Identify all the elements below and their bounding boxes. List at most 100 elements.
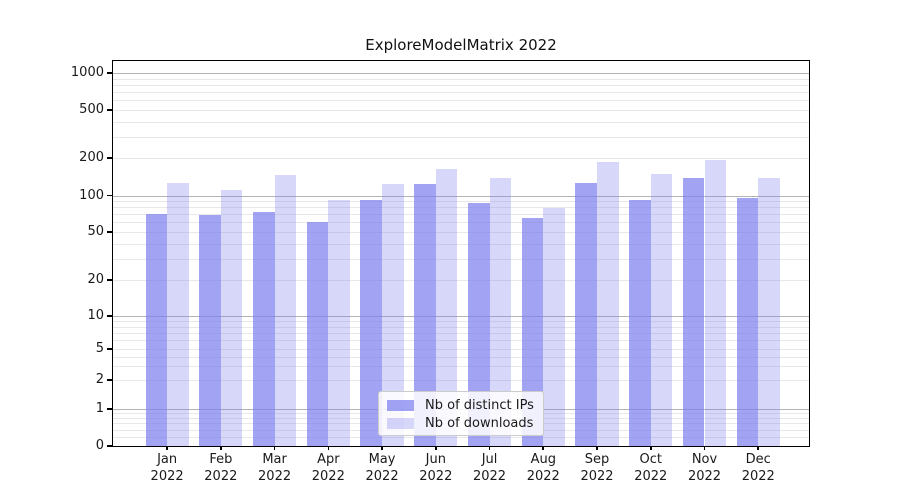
y-tick-mark [107,408,113,410]
y-tick-label: 500 [79,102,104,117]
y-tick-label: 1 [95,401,104,416]
x-tick-label: Mar 2022 [245,451,305,485]
y-tick-label: 10 [87,308,104,323]
x-tick-mark [381,446,383,450]
x-tick-label: May 2022 [352,451,412,485]
minor-gridline [113,84,809,86]
bar-distinct-ips [145,214,168,446]
minor-gridline [113,380,809,381]
x-tick-mark [488,446,491,450]
x-tick-mark [220,446,222,450]
x-tick-month: Jan [157,452,178,467]
x-tick-label: Apr 2022 [298,451,358,485]
bar-distinct-ips [252,212,275,446]
minor-gridline [113,222,809,224]
legend-label-distinct-ips: Nb of distinct IPs [425,397,534,413]
bar-downloads [704,160,727,446]
bar-downloads [167,183,189,446]
bar-downloads [328,199,350,446]
legend-swatch-downloads-icon [387,417,414,429]
x-tick-mark [757,446,760,450]
x-tick-mark [649,446,652,450]
x-tick-label: Nov 2022 [675,451,735,485]
x-tick-mark [166,446,168,450]
bar-distinct-ips [521,218,544,446]
x-tick-label: Dec 2022 [728,451,788,485]
x-tick-month: Apr [317,452,340,467]
bar-distinct-ips [306,222,329,446]
x-tick-year: 2022 [526,469,560,484]
x-tick-month: Mar [262,452,287,467]
y-tick-label: 1000 [70,65,104,80]
minor-gridline [113,258,809,260]
x-tick-month: Oct [639,452,662,467]
y-tick-label: 50 [87,224,104,239]
x-tick-label: Feb 2022 [191,451,251,485]
y-tick-label: 2 [95,372,104,387]
minor-gridline [113,326,809,328]
minor-gridline [113,136,809,138]
x-tick-label: Aug 2022 [513,451,573,485]
x-tick-year: 2022 [150,469,184,484]
bar-downloads [435,169,458,446]
y-tick-label: 20 [87,272,104,287]
bar-downloads [220,189,243,446]
major-gridline [113,195,809,197]
minor-gridline [113,243,809,245]
bar-downloads [489,178,512,446]
x-tick-month: Sep [584,452,610,467]
x-tick-month: May [368,452,396,467]
minor-gridline [113,121,809,123]
minor-gridline [113,78,809,80]
minor-gridline [113,214,809,216]
legend-swatch-distinct-ips-icon [387,399,414,411]
minor-gridline [113,332,809,334]
bar-downloads [758,178,780,446]
minor-gridline [113,158,809,159]
minor-gridline [113,207,809,209]
bar-downloads [650,174,673,446]
bars-layer [113,61,809,446]
major-gridline [113,73,809,74]
y-tick-mark [107,157,113,159]
x-tick-year: 2022 [741,469,775,484]
bar-distinct-ips [736,197,759,446]
legend-entry-distinct-ips: Nb of distinct IPs [387,397,535,413]
x-tick-year: 2022 [472,469,507,484]
bar-distinct-ips [629,200,651,446]
x-tick-mark [542,446,545,450]
y-tick-mark [107,315,113,317]
x-tick-year: 2022 [311,469,345,484]
x-tick-mark [596,446,598,450]
bar-downloads [274,175,297,446]
major-gridline [113,316,809,317]
minor-gridline [113,340,809,342]
legend-entry-downloads: Nb of downloads [387,415,535,431]
x-tick-mark [435,446,437,450]
x-tick-mark [703,446,706,450]
y-tick-label: 0 [95,438,104,453]
x-tick-year: 2022 [204,469,238,484]
bar-downloads [382,183,404,446]
x-tick-label: Oct 2022 [621,451,681,485]
x-tick-month: Nov [691,452,718,467]
legend-label-downloads: Nb of downloads [425,415,534,431]
x-tick-year: 2022 [419,469,453,484]
minor-gridline [113,321,809,323]
minor-gridline [113,92,809,94]
x-tick-year: 2022 [687,469,722,484]
y-tick-mark [107,379,113,381]
minor-gridline [113,280,809,281]
x-tick-label: Sep 2022 [567,451,627,485]
x-tick-label: Jun 2022 [406,451,466,485]
minor-gridline [113,110,809,111]
bar-distinct-ips [360,200,383,446]
x-tick-year: 2022 [580,469,614,484]
y-tick-mark [107,231,113,233]
x-tick-month: Feb [209,452,233,467]
y-tick-mark [107,279,113,281]
x-tick-month: Jul [481,452,498,467]
y-tick-label: 200 [79,150,104,165]
y-tick-label: 100 [79,187,104,203]
